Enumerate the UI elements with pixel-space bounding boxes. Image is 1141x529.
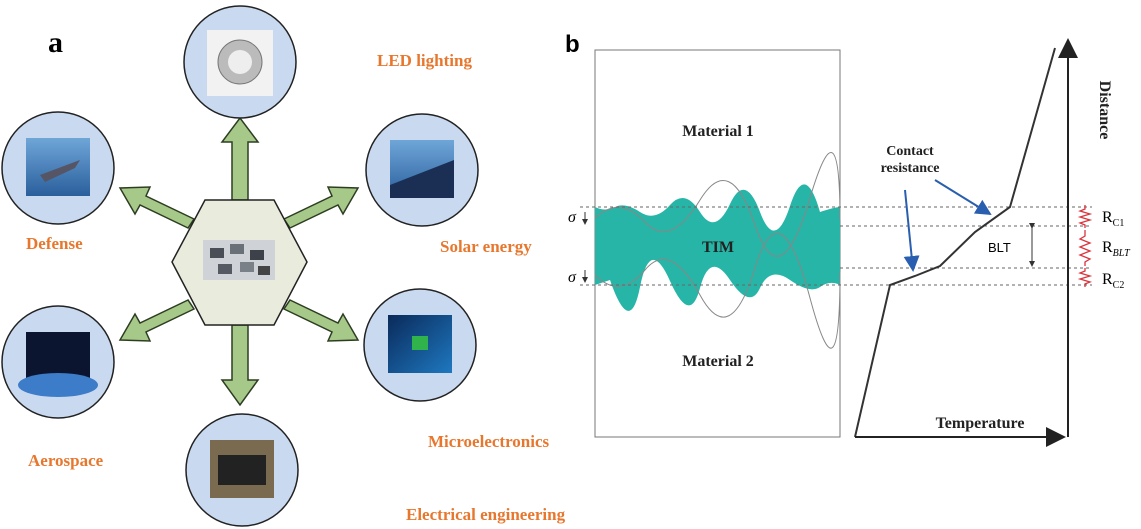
resistance-labels: RC1 RBLT RC2	[1102, 209, 1131, 291]
y-axis-label: Distance	[1096, 81, 1113, 140]
svg-text:RC1: RC1	[1102, 209, 1124, 229]
panel-label: b	[565, 31, 580, 58]
dashed-lines	[580, 206, 1092, 286]
app-label: Solar energy	[440, 237, 532, 256]
svg-text:RBLT: RBLT	[1102, 239, 1131, 259]
arrows	[118, 116, 360, 407]
svg-text:RC2: RC2	[1102, 271, 1124, 291]
r-main: R	[1102, 239, 1113, 256]
contact-label-box: Contact resistance	[880, 144, 940, 176]
contact-label: Contact resistance	[880, 144, 940, 176]
app-label: Defense	[26, 234, 83, 253]
resistors	[1077, 205, 1093, 287]
tim-samples	[203, 240, 275, 280]
app-label: LED lighting	[377, 51, 472, 70]
app-label: Microelectronics	[428, 432, 550, 451]
r-main: R	[1102, 209, 1113, 226]
tim-label: TIM	[702, 239, 734, 256]
app-label: Electrical engineering	[406, 505, 566, 524]
sigma: σ	[568, 269, 577, 286]
application-images	[18, 30, 454, 498]
panel-label: a	[48, 26, 63, 59]
sigma: σ	[568, 209, 577, 226]
material-label: Material 2	[682, 353, 754, 370]
tim-layer	[595, 184, 840, 311]
surface-roughness	[594, 151, 841, 349]
app-label: Aerospace	[28, 451, 104, 470]
temperature-profile	[854, 47, 1056, 438]
x-axis-label: Temperature	[936, 415, 1025, 432]
r-main: R	[1102, 271, 1113, 288]
r-sub: C1	[1113, 218, 1125, 229]
r-sub: BLT	[1113, 248, 1131, 259]
blt-label: BLT	[988, 240, 1011, 255]
material-label: Material 1	[682, 123, 754, 140]
contact-arrows	[903, 179, 992, 272]
r-sub: C2	[1113, 280, 1125, 291]
